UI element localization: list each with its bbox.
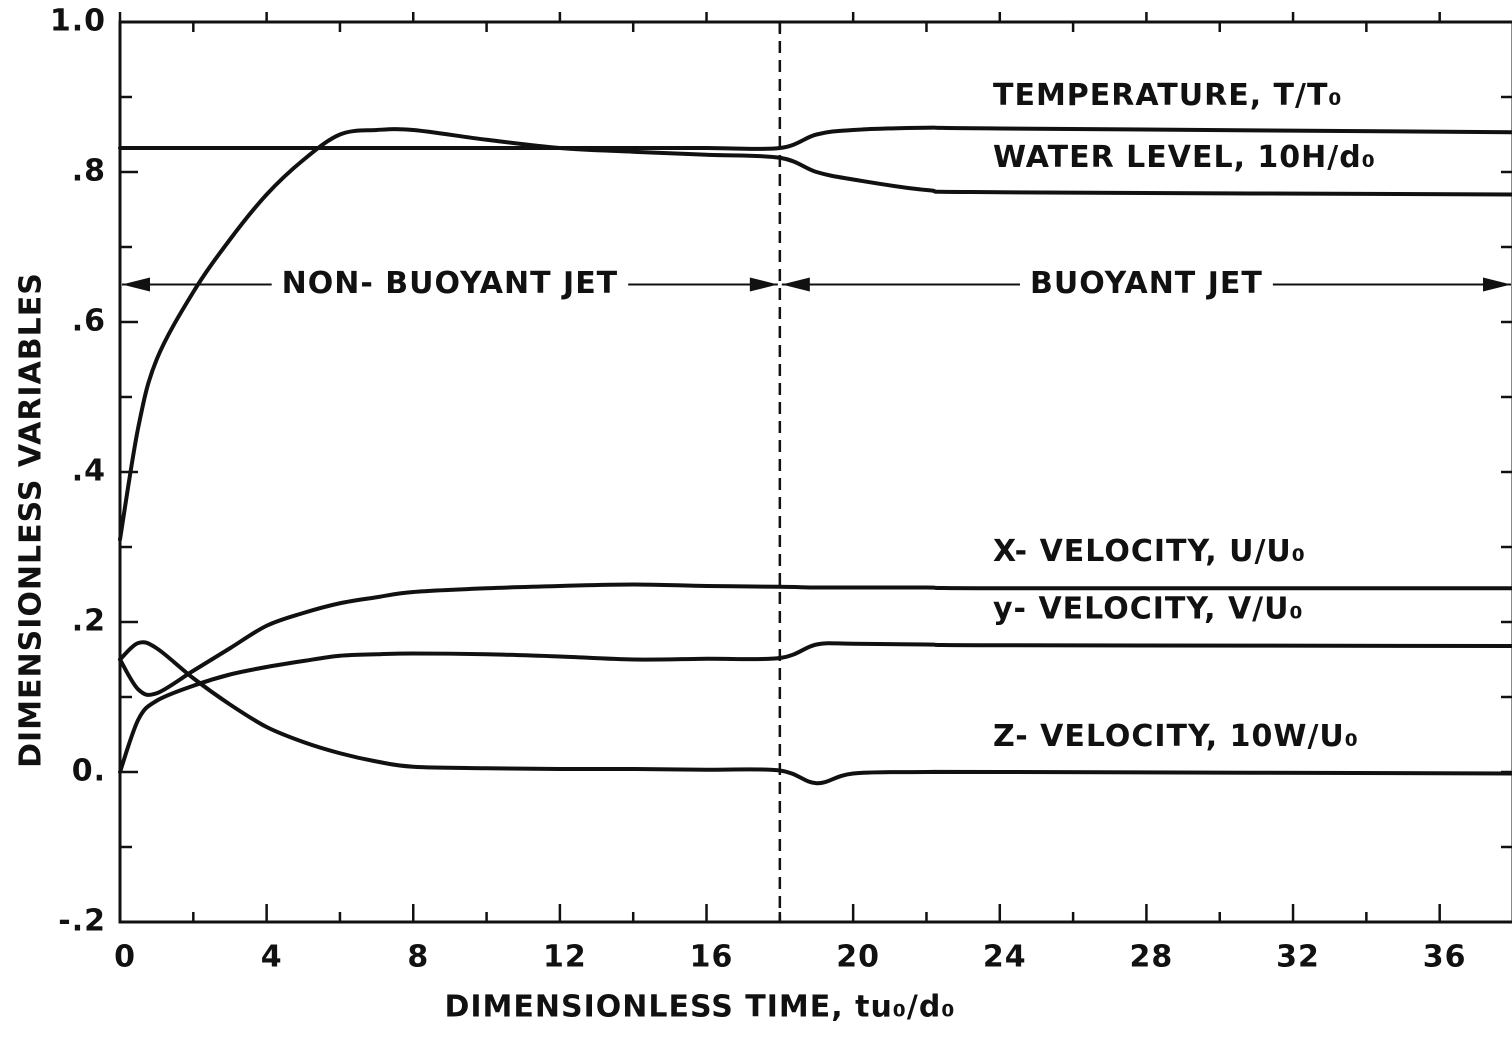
arrow-head (781, 277, 810, 292)
x-tick-label: 12 (543, 940, 587, 975)
y-tick-label: 1.0 (50, 4, 106, 39)
y-tick-label: .2 (72, 604, 106, 639)
arrow-head (749, 277, 778, 292)
arrow-head (122, 277, 150, 292)
y-tick-label: .8 (72, 154, 106, 189)
x-tick-label: 20 (836, 940, 880, 975)
x-tick-label: 4 (261, 940, 283, 975)
x-tick-label: 24 (983, 940, 1027, 975)
series-label: WATER LEVEL, 10H/d₀ (993, 140, 1376, 175)
x-tick-label: 36 (1423, 940, 1467, 975)
y-axis-label: DIMENSIONLESS VARIABLES (14, 272, 49, 768)
series-label: X- VELOCITY, U/U₀ (993, 534, 1306, 569)
x-tick-label: 16 (690, 940, 734, 975)
x-tick-label: 8 (407, 940, 429, 975)
x-tick-label: 32 (1276, 940, 1320, 975)
series-label: Z- VELOCITY, 10W/U₀ (993, 719, 1359, 754)
y-tick-label: .6 (72, 304, 106, 339)
region-label: BUOYANT JET (1030, 266, 1263, 301)
x-tick-label: 28 (1130, 940, 1174, 975)
series-line (118, 582, 1512, 697)
x-axis-label: DIMENSIONLESS TIME, tu₀/d₀ (444, 990, 955, 1025)
x-tick-label: 0 (114, 940, 136, 975)
region-label: NON- BUOYANT JET (282, 266, 618, 301)
y-tick-label: 0. (72, 754, 106, 789)
series-line (118, 641, 1512, 774)
arrow-head (1483, 277, 1511, 292)
series-label: TEMPERATURE, T/T₀ (993, 78, 1343, 113)
series-line (118, 640, 1512, 786)
series-line (118, 127, 1512, 542)
y-tick-label: -.2 (58, 904, 106, 939)
y-tick-label: .4 (72, 454, 106, 489)
series-label: y- VELOCITY, V/U₀ (993, 592, 1304, 627)
